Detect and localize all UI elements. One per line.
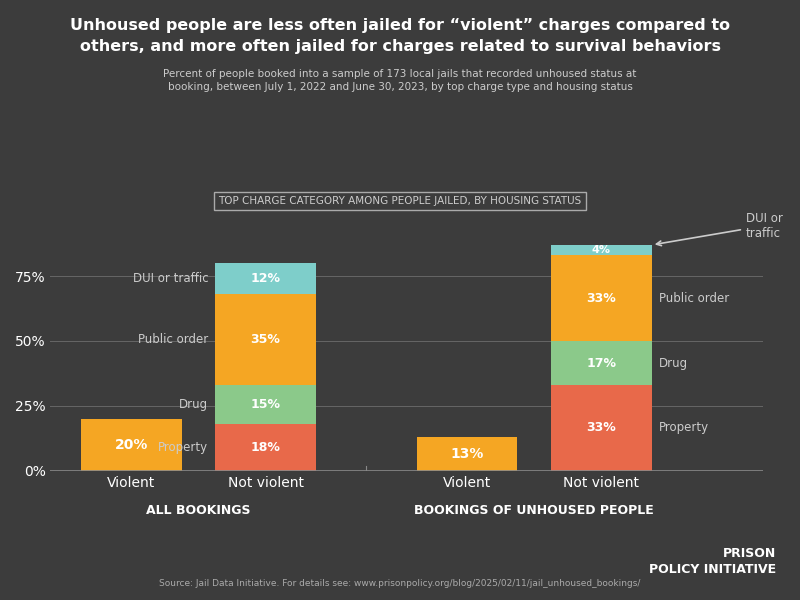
Text: Property: Property — [658, 421, 709, 434]
Bar — [417, 437, 518, 471]
Bar — [215, 294, 316, 385]
Text: Drug: Drug — [179, 398, 208, 411]
Text: Percent of people booked into a sample of 173 local jails that recorded unhoused: Percent of people booked into a sample o… — [163, 69, 637, 92]
Text: BOOKINGS OF UNHOUSED PEOPLE: BOOKINGS OF UNHOUSED PEOPLE — [414, 505, 654, 517]
Text: 12%: 12% — [250, 272, 281, 285]
Text: ALL BOOKINGS: ALL BOOKINGS — [146, 505, 250, 517]
Text: TOP CHARGE CATEGORY AMONG PEOPLE JAILED, BY HOUSING STATUS: TOP CHARGE CATEGORY AMONG PEOPLE JAILED,… — [218, 196, 582, 206]
Text: DUI or
traffic: DUI or traffic — [657, 212, 783, 245]
Text: DUI or traffic: DUI or traffic — [133, 272, 208, 285]
Text: Public order: Public order — [138, 333, 208, 346]
Bar — [551, 341, 652, 385]
Text: 35%: 35% — [250, 333, 281, 346]
Bar — [551, 245, 652, 255]
Text: 18%: 18% — [250, 441, 281, 454]
Bar — [551, 385, 652, 471]
Text: others, and more often jailed for charges related to survival behaviors: others, and more often jailed for charge… — [79, 39, 721, 54]
Bar — [215, 385, 316, 424]
Text: Property: Property — [158, 441, 208, 454]
Bar — [215, 424, 316, 471]
Bar — [81, 419, 182, 471]
Text: PRISON
POLICY INITIATIVE: PRISON POLICY INITIATIVE — [649, 547, 776, 576]
Bar — [215, 263, 316, 294]
Text: Source: Jail Data Initiative. For details see: www.prisonpolicy.org/blog/2025/02: Source: Jail Data Initiative. For detail… — [159, 579, 641, 588]
Text: Unhoused people are less often jailed for “violent” charges compared to: Unhoused people are less often jailed fo… — [70, 18, 730, 33]
Text: Drug: Drug — [658, 356, 688, 370]
Text: 13%: 13% — [450, 447, 484, 461]
Text: 17%: 17% — [586, 356, 617, 370]
Text: 4%: 4% — [592, 245, 611, 255]
Text: Public order: Public order — [658, 292, 729, 305]
Bar — [551, 255, 652, 341]
Text: 15%: 15% — [250, 398, 281, 411]
Text: 33%: 33% — [586, 421, 616, 434]
Text: 33%: 33% — [586, 292, 616, 305]
Text: 20%: 20% — [114, 438, 148, 452]
